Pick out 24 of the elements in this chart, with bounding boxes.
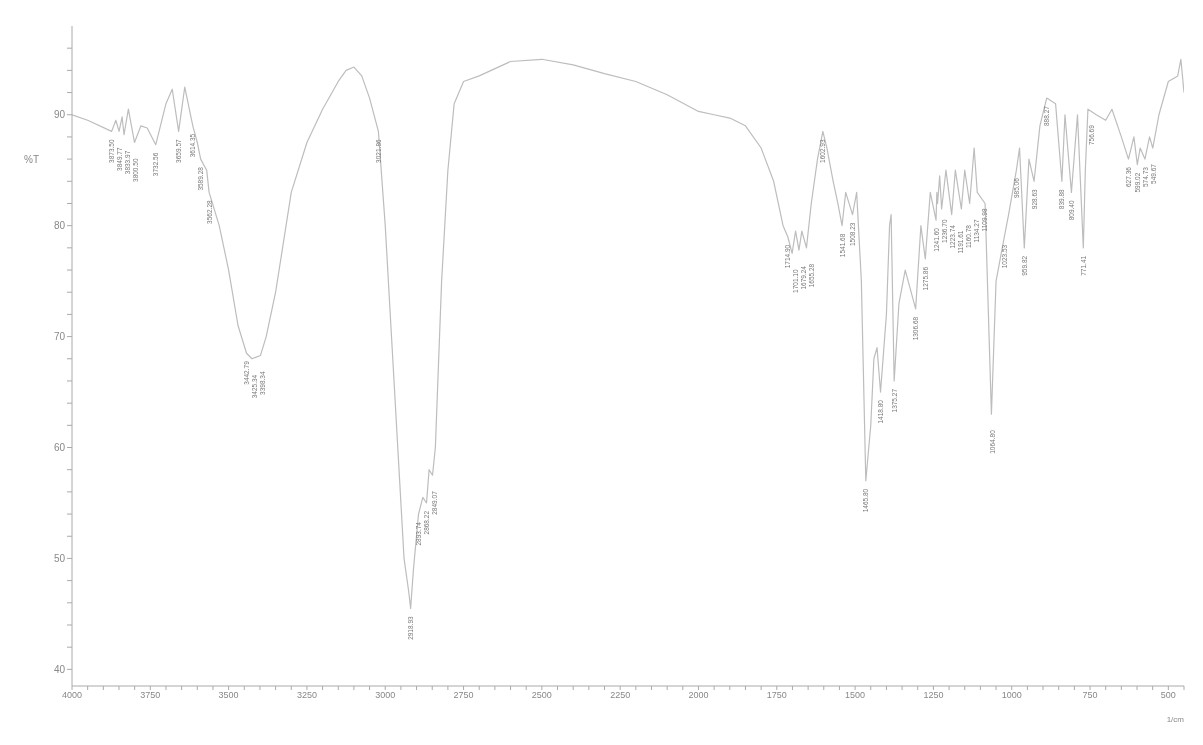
y-tick-label: 50 xyxy=(53,552,66,564)
x-tick-label: 2750 xyxy=(453,690,474,701)
y-tick-label: 80 xyxy=(53,220,66,232)
x-axis-title: 1/cm xyxy=(1166,715,1185,724)
y-tick-label: 40 xyxy=(53,663,66,675)
y-tick-label: 60 xyxy=(53,442,66,454)
y-tick-label: 70 xyxy=(53,331,66,343)
x-tick-label: 3250 xyxy=(296,690,317,701)
x-tick-label: 3750 xyxy=(140,690,161,701)
y-axis-title: %T xyxy=(24,154,39,166)
y-tick-label: 90 xyxy=(53,109,66,121)
x-tick-label: 750 xyxy=(1082,690,1098,701)
x-tick-label: 2000 xyxy=(688,690,709,701)
x-tick-label: 3500 xyxy=(218,690,239,701)
x-tick-label: 1500 xyxy=(845,690,866,701)
x-tick-label: 1750 xyxy=(766,690,787,701)
line-series xyxy=(72,58,1184,609)
x-tick-label: 4000 xyxy=(61,690,83,701)
x-tick-label: 1000 xyxy=(1001,690,1022,701)
x-tick-label: 3000 xyxy=(375,690,396,701)
x-tick-label: 2500 xyxy=(531,690,552,701)
x-tick-label: 1250 xyxy=(923,690,944,701)
x-tick-label: 500 xyxy=(1160,690,1176,701)
x-tick-label: 2250 xyxy=(610,690,631,701)
